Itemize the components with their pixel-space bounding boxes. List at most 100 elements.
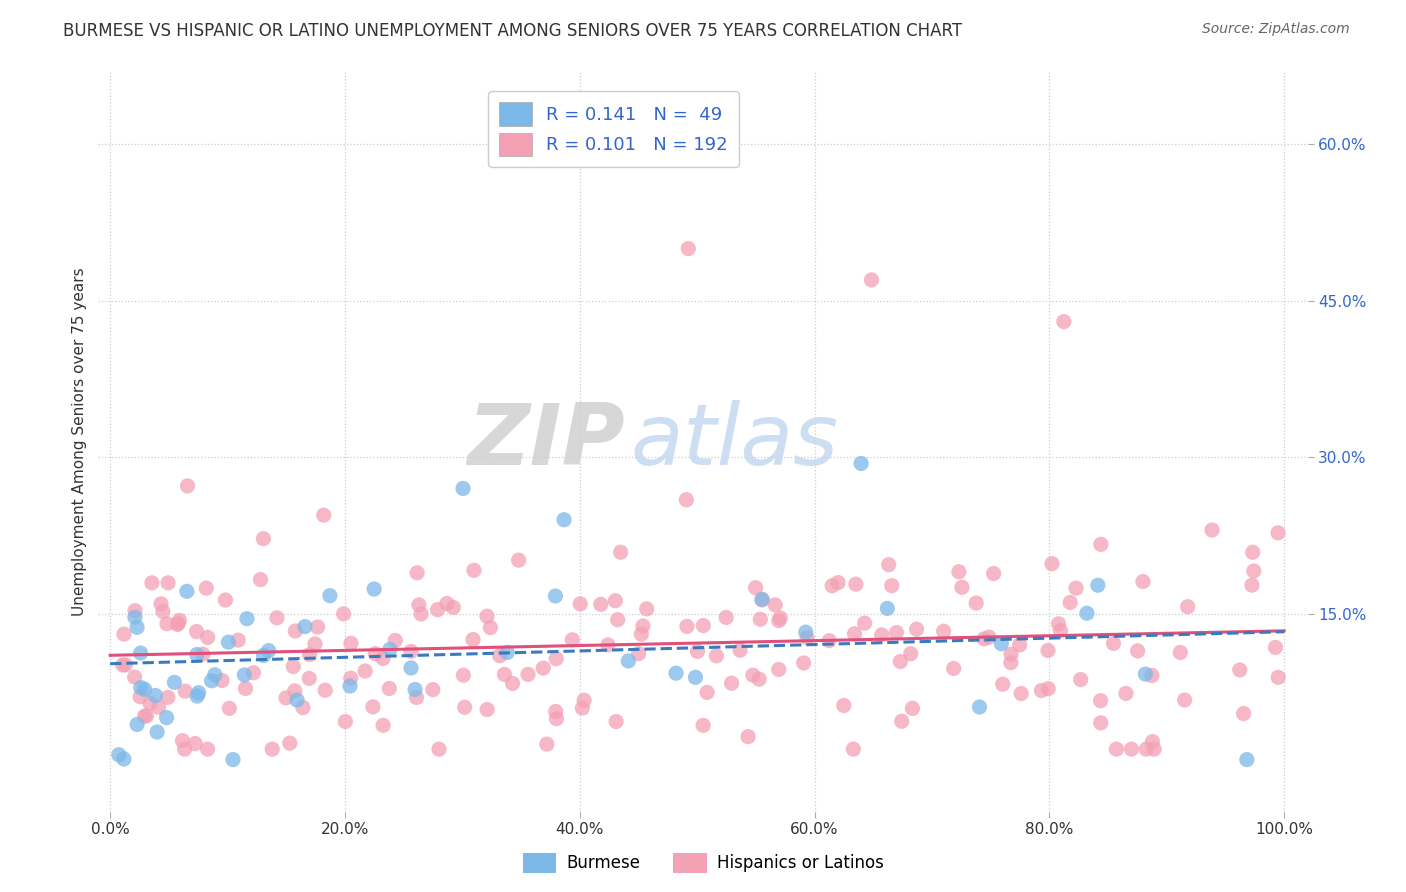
Point [1140,668,1163,682]
Point [408,598,430,612]
Point [942,661,965,675]
Point [827,575,849,590]
Point [948,565,970,579]
Point [572,693,595,707]
Point [1070,673,1092,687]
Point [186,689,208,703]
Point [174,684,197,698]
Point [166,617,188,632]
Point [630,627,652,641]
Point [889,655,911,669]
Point [298,648,321,662]
Point [1168,645,1191,659]
Point [427,742,450,756]
Point [143,689,166,703]
Point [453,700,475,714]
Point [141,575,163,590]
Point [475,609,498,624]
Text: Source: ZipAtlas.com: Source: ZipAtlas.com [1202,22,1350,37]
Point [249,573,271,587]
Point [114,657,136,672]
Point [150,597,173,611]
Point [728,643,751,657]
Point [1174,693,1197,707]
Point [475,702,498,716]
Point [517,667,540,681]
Text: BURMESE VS HISPANIC OR LATINO UNEMPLOYMENT AMONG SENIORS OVER 75 YEARS CORRELATI: BURMESE VS HISPANIC OR LATINO UNEMPLOYME… [63,22,962,40]
Point [546,712,568,726]
Point [191,647,214,661]
Point [1053,315,1076,329]
Point [187,686,209,700]
Point [508,553,530,567]
Point [821,579,844,593]
Point [973,632,995,646]
Point [399,644,422,658]
Point [274,690,297,705]
Point [451,482,474,496]
Point [544,589,567,603]
Point [589,598,612,612]
Point [1264,640,1286,655]
Point [1121,742,1143,756]
Point [134,682,156,697]
Point [1243,564,1265,578]
Point [720,676,742,690]
Point [1229,663,1251,677]
Point [1102,636,1125,650]
Point [751,593,773,607]
Text: atlas: atlas [630,400,838,483]
Point [536,737,558,751]
Point [793,656,815,670]
Point [157,575,180,590]
Point [609,545,631,559]
Point [148,700,170,714]
Point [1201,523,1223,537]
Point [1267,670,1289,684]
Point [1143,742,1166,756]
Point [890,714,912,729]
Point [312,508,335,523]
Y-axis label: Unemployment Among Seniors over 75 years: Unemployment Among Seniors over 75 years [72,268,87,615]
Point [488,648,510,663]
Point [886,625,908,640]
Point [1115,686,1137,700]
Point [422,682,444,697]
Point [384,633,406,648]
Point [977,630,1000,644]
Point [252,648,274,663]
Point [176,584,198,599]
Point [319,589,342,603]
Point [905,622,928,636]
Point [197,631,219,645]
Point [561,632,583,647]
Point [461,632,484,647]
Point [405,690,427,705]
Point [553,513,575,527]
Point [214,593,236,607]
Point [112,752,135,766]
Point [197,742,219,756]
Point [685,670,707,684]
Point [832,698,855,713]
Point [340,636,363,650]
Point [844,627,866,641]
Point [152,604,174,618]
Point [606,613,628,627]
Point [406,566,429,580]
Point [195,581,218,595]
Point [1241,545,1264,559]
Point [426,602,449,616]
Point [749,612,772,626]
Point [441,600,464,615]
Point [364,647,387,661]
Point [211,673,233,688]
Point [901,701,924,715]
Point [880,579,903,593]
Point [169,613,191,627]
Point [496,645,519,659]
Point [283,659,305,673]
Point [502,676,524,690]
Point [1240,578,1263,592]
Point [763,598,786,612]
